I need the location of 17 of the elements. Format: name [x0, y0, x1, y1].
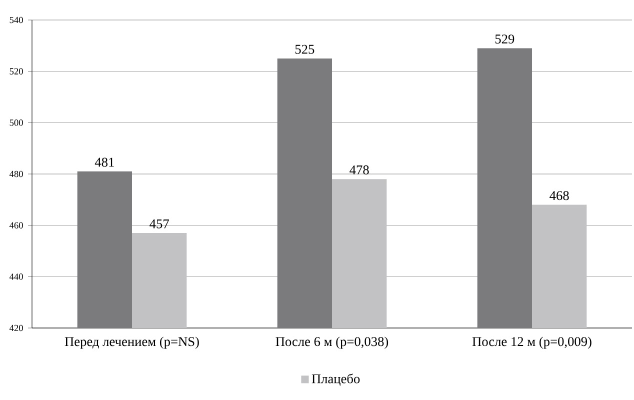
y-tick-label: 460: [9, 222, 23, 228]
y-tick-label: 440: [9, 274, 23, 280]
x-tick-label: После 6 м (p=0,038): [276, 336, 388, 349]
y-tick-label: 420: [9, 324, 23, 332]
y-tick-label: 540: [10, 16, 23, 24]
y-tick-label: 480: [9, 170, 23, 178]
y-tick-label: 520: [10, 68, 23, 74]
x-tick-label: После 12 м (p=0,009): [472, 336, 592, 349]
data-label: 481: [94, 158, 114, 167]
data-label: 529: [495, 34, 514, 44]
data-label: 478: [350, 165, 369, 174]
data-label: 457: [150, 219, 169, 228]
x-tick-label: Перед лечением (p=NS): [64, 336, 199, 349]
y-tick-label: 500: [10, 120, 23, 126]
data-label: 525: [295, 44, 314, 54]
legend-label: Плацебо: [312, 374, 360, 386]
data-label: 468: [550, 191, 569, 200]
